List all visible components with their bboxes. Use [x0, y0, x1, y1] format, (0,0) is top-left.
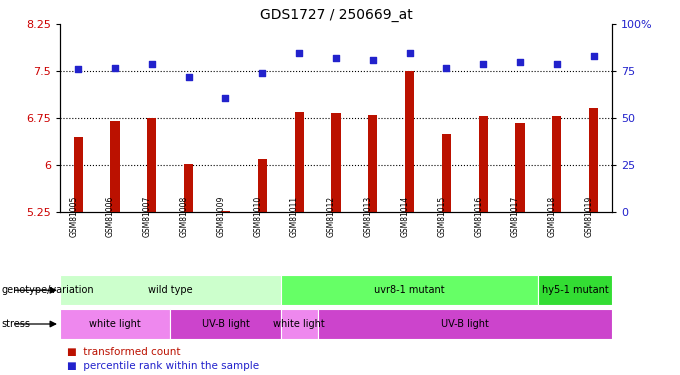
- Bar: [539, 276, 612, 305]
- Bar: [184, 164, 193, 212]
- Text: GSM81015: GSM81015: [437, 196, 446, 237]
- Bar: [110, 121, 120, 212]
- Bar: [221, 211, 230, 212]
- Text: GSM81007: GSM81007: [143, 196, 152, 237]
- Bar: [60, 309, 170, 339]
- Bar: [148, 118, 156, 212]
- Text: UV-B light: UV-B light: [441, 319, 489, 329]
- Text: GSM81018: GSM81018: [548, 196, 557, 237]
- Point: [588, 53, 599, 59]
- Text: genotype/variation: genotype/variation: [1, 285, 94, 295]
- Bar: [294, 112, 304, 212]
- Point: [294, 50, 305, 55]
- Bar: [170, 309, 281, 339]
- Text: hy5-1 mutant: hy5-1 mutant: [542, 285, 609, 295]
- Title: GDS1727 / 250669_at: GDS1727 / 250669_at: [260, 8, 412, 22]
- Point: [515, 59, 526, 65]
- Text: GSM81014: GSM81014: [401, 196, 409, 237]
- Text: GSM81012: GSM81012: [327, 196, 336, 237]
- Text: wild type: wild type: [148, 285, 192, 295]
- Point: [146, 61, 157, 67]
- Point: [109, 64, 120, 70]
- Text: white light: white light: [89, 319, 141, 329]
- Text: GSM81019: GSM81019: [585, 196, 594, 237]
- Bar: [552, 116, 562, 212]
- Text: GSM81011: GSM81011: [290, 196, 299, 237]
- Text: GSM81005: GSM81005: [69, 196, 78, 237]
- Bar: [281, 309, 318, 339]
- Bar: [589, 108, 598, 212]
- Point: [404, 50, 415, 55]
- Point: [441, 64, 452, 70]
- Text: ■  percentile rank within the sample: ■ percentile rank within the sample: [67, 361, 259, 370]
- Point: [220, 94, 231, 100]
- Bar: [442, 134, 451, 212]
- Bar: [258, 159, 267, 212]
- Bar: [281, 276, 539, 305]
- Text: GSM81006: GSM81006: [106, 196, 115, 237]
- Point: [183, 74, 194, 80]
- Bar: [318, 309, 612, 339]
- Bar: [73, 137, 83, 212]
- Text: GSM81009: GSM81009: [216, 196, 226, 237]
- Text: GSM81008: GSM81008: [180, 196, 188, 237]
- Bar: [331, 113, 341, 212]
- Point: [367, 57, 378, 63]
- Text: GSM81013: GSM81013: [364, 196, 373, 237]
- Point: [257, 70, 268, 76]
- Point: [73, 66, 84, 72]
- Text: white light: white light: [273, 319, 325, 329]
- Point: [478, 61, 489, 67]
- Point: [551, 61, 562, 67]
- Bar: [368, 115, 377, 212]
- Bar: [405, 71, 414, 212]
- Text: stress: stress: [1, 319, 31, 329]
- Point: [330, 55, 341, 61]
- Bar: [60, 276, 281, 305]
- Text: uvr8-1 mutant: uvr8-1 mutant: [374, 285, 445, 295]
- Bar: [515, 123, 524, 212]
- Text: ■  transformed count: ■ transformed count: [67, 348, 180, 357]
- Text: GSM81017: GSM81017: [511, 196, 520, 237]
- Text: GSM81016: GSM81016: [474, 196, 483, 237]
- Text: UV-B light: UV-B light: [201, 319, 250, 329]
- Bar: [479, 116, 488, 212]
- Text: GSM81010: GSM81010: [253, 196, 262, 237]
